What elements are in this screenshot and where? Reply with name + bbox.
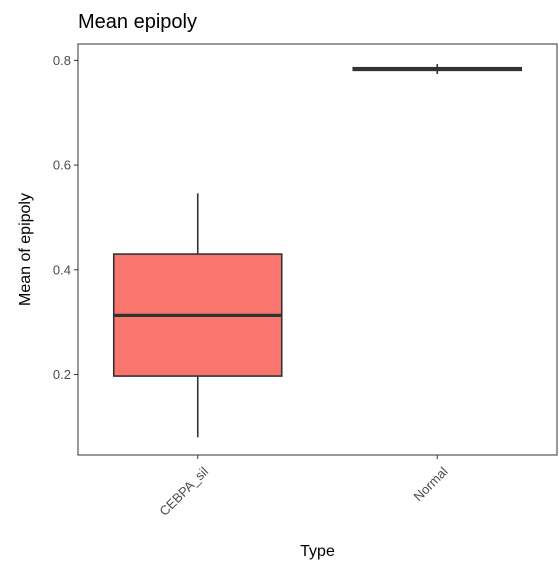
plot-panel [77, 43, 558, 456]
x-axis: CEBPA_sil Normal [156, 455, 451, 519]
y-axis: 0.2 0.4 0.6 0.8 [53, 53, 78, 382]
y-tick-label: 0.2 [53, 367, 71, 382]
x-axis-title: Type [300, 543, 335, 560]
x-tick-label: Normal [410, 464, 450, 504]
x-tick-label: CEBPA_sil [156, 464, 211, 519]
chart-title: Mean epipoly [78, 11, 197, 33]
y-tick-label: 0.4 [53, 262, 71, 277]
y-tick-label: 0.6 [53, 158, 71, 173]
y-axis-title: Mean of epipoly [17, 193, 34, 306]
boxes [112, 64, 523, 438]
y-tick-label: 0.8 [53, 53, 71, 68]
